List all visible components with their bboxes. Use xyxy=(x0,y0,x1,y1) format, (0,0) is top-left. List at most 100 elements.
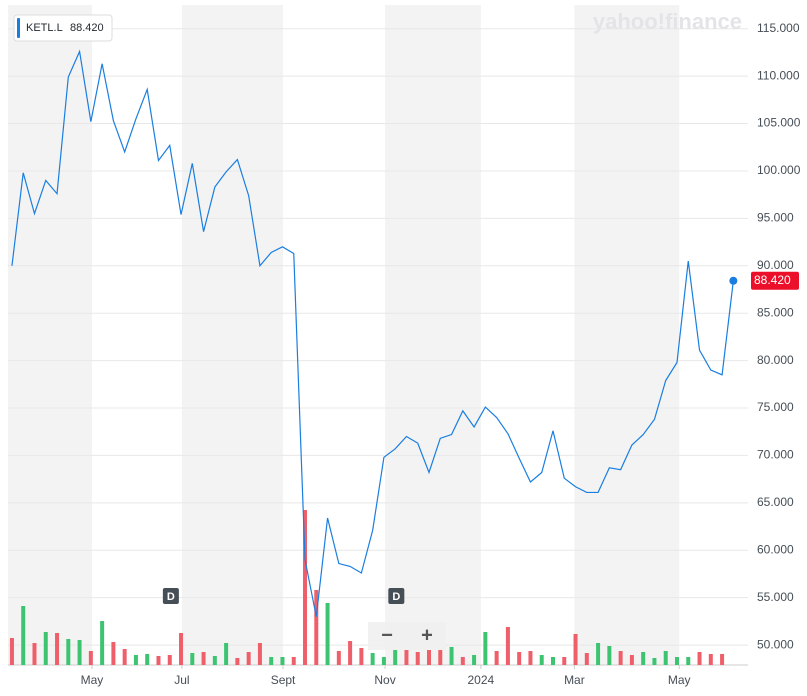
volume-bar xyxy=(708,654,713,665)
x-tick-label: May xyxy=(81,673,104,687)
legend-price: 88.420 xyxy=(70,22,104,34)
y-tick-label: 65.000 xyxy=(757,495,794,509)
watermark: yahoo!finance xyxy=(593,9,742,34)
volume-bar xyxy=(257,643,262,665)
volume-bar xyxy=(393,650,398,665)
volume-bar xyxy=(291,657,296,665)
x-tick-label: Nov xyxy=(374,673,395,687)
volume-bar xyxy=(77,640,82,665)
volume-bar xyxy=(43,632,48,665)
volume-bar xyxy=(528,651,533,665)
volume-bar xyxy=(573,634,578,665)
volume-bar xyxy=(550,657,555,665)
volume-bar xyxy=(55,633,60,665)
y-tick-label: 115.000 xyxy=(757,21,800,35)
last-point xyxy=(729,276,738,285)
volume-bar xyxy=(460,657,465,665)
volume-bar xyxy=(404,650,409,665)
dividend-label: D xyxy=(167,591,175,603)
volume-bar xyxy=(269,657,274,665)
volume-bar xyxy=(697,652,702,665)
volume-bar xyxy=(167,655,172,665)
volume-bar xyxy=(88,651,93,665)
volume-bar xyxy=(686,657,691,665)
zoom-controls: − + xyxy=(368,622,446,650)
y-tick-label: 105.000 xyxy=(757,116,801,130)
price-tag xyxy=(751,271,799,290)
volume-bar xyxy=(212,656,217,665)
volume-bar xyxy=(100,621,105,665)
volume-bar xyxy=(303,510,308,665)
volume-bar xyxy=(652,658,657,665)
dividend-marker xyxy=(388,588,405,604)
volume-bar xyxy=(381,657,386,665)
y-tick-label: 95.000 xyxy=(757,211,794,225)
legend-symbol: KETL.L xyxy=(26,22,63,34)
volume-bar xyxy=(505,627,510,665)
volume-bar xyxy=(562,657,567,665)
y-tick-label: 75.000 xyxy=(757,400,794,414)
volume-bar xyxy=(325,603,330,665)
y-tick-label: 90.000 xyxy=(757,258,794,272)
legend: KETL.L 88.420 xyxy=(13,14,113,42)
zoom-out[interactable]: − xyxy=(381,624,393,646)
volume-bar xyxy=(66,639,71,665)
volume-bar xyxy=(336,651,341,665)
volume-bar xyxy=(9,638,14,665)
volume-bar xyxy=(494,651,499,665)
volume-bar xyxy=(618,651,623,665)
dividend-label: D xyxy=(392,591,400,603)
price-line xyxy=(11,49,734,617)
volume-bar xyxy=(179,633,184,665)
volume-bar xyxy=(348,641,353,665)
volume-bar xyxy=(607,646,612,665)
volume-bar xyxy=(111,642,116,665)
band xyxy=(8,5,92,665)
volume-bar xyxy=(21,606,26,665)
plot xyxy=(11,49,738,617)
volume-bar xyxy=(483,632,488,665)
x-tick-label: Mar xyxy=(564,673,585,687)
y-tick-label: 55.000 xyxy=(757,590,794,604)
volume-bar xyxy=(201,652,206,665)
volume-bar xyxy=(314,590,319,665)
legend-swatch xyxy=(17,18,20,38)
volume-bar xyxy=(280,657,285,665)
x-tick-label: 2024 xyxy=(468,673,495,687)
y-tick-label: 70.000 xyxy=(757,448,794,462)
price-tag-label: 88.420 xyxy=(754,273,791,287)
zoom-in[interactable]: + xyxy=(421,624,433,646)
grid xyxy=(8,28,748,669)
band xyxy=(181,5,284,665)
volume-bar xyxy=(663,651,668,665)
volume-bar xyxy=(596,643,601,665)
dividend-marker xyxy=(162,588,179,604)
volume-bar xyxy=(370,653,375,665)
volume-bar xyxy=(472,655,477,665)
volume-bar xyxy=(145,654,150,665)
volume xyxy=(9,510,725,665)
volume-bar xyxy=(449,647,454,665)
band xyxy=(574,5,680,665)
volume-bar xyxy=(584,653,589,665)
volume-bar xyxy=(235,658,240,665)
volume-bar xyxy=(517,652,522,665)
volume-bar xyxy=(674,657,679,665)
volume-bar xyxy=(641,652,646,665)
volume-bar xyxy=(246,652,251,665)
bands xyxy=(8,5,680,665)
volume-bar xyxy=(629,655,634,665)
volume-bar xyxy=(415,652,420,665)
x-tick-label: Jul xyxy=(174,673,189,687)
volume-bar xyxy=(438,650,443,665)
volume-bar xyxy=(720,654,725,665)
y-tick-label: 100.000 xyxy=(757,163,801,177)
volume-bar xyxy=(156,656,161,665)
volume-bar xyxy=(224,643,229,665)
x-tick-label: Sept xyxy=(271,673,296,687)
legend-box xyxy=(13,14,113,42)
x-tick-label: May xyxy=(668,673,691,687)
band xyxy=(385,5,481,665)
y-tick-label: 60.000 xyxy=(757,542,794,556)
